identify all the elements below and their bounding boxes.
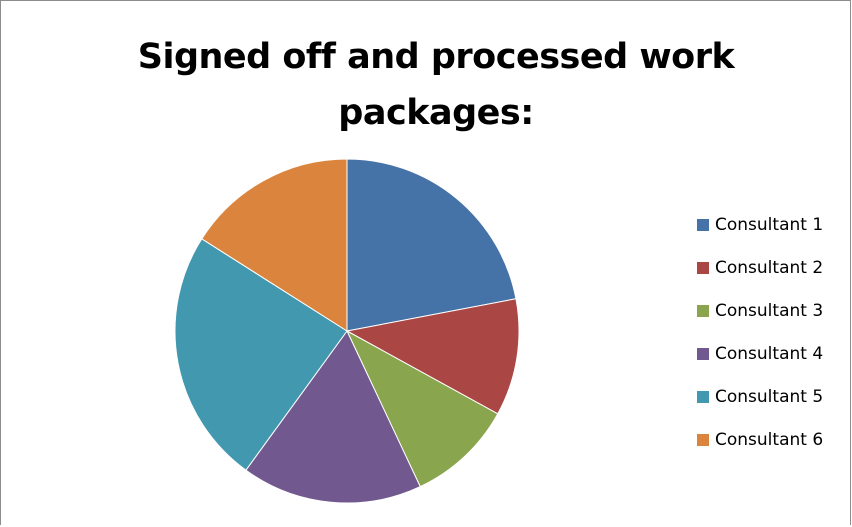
legend-swatch: [697, 348, 709, 360]
legend-item-consultant-4: Consultant 4: [697, 340, 847, 368]
legend: Consultant 1 Consultant 2 Consultant 3 Cons…: [697, 211, 847, 469]
chart-title: Signed off and processed work packages:: [137, 37, 735, 133]
legend-label: Consultant 4: [715, 344, 824, 364]
legend-label: Consultant 2: [715, 258, 824, 278]
legend-label: Consultant 3: [715, 301, 824, 321]
pie-slice-consultant-2: [345, 298, 520, 415]
legend-swatch: [697, 391, 709, 403]
pie-slice-consultant-1: [346, 158, 517, 332]
pie-slice-consultant-5: [174, 238, 348, 471]
legend-label: Consultant 5: [715, 387, 824, 407]
legend-item-consultant-2: Consultant 2: [697, 254, 847, 282]
legend-item-consultant-5: Consultant 5: [697, 383, 847, 411]
legend-swatch: [697, 262, 709, 274]
legend-item-consultant-6: Consultant 6: [697, 426, 847, 454]
legend-item-consultant-3: Consultant 3: [697, 297, 847, 325]
pie-slice-consultant-4: [245, 330, 421, 504]
legend-swatch: [697, 219, 709, 231]
legend-label: Consultant 6: [715, 430, 824, 450]
pie-slice-consultant-3: [345, 329, 499, 488]
pie-slice-consultant-6: [201, 158, 348, 332]
legend-swatch: [697, 305, 709, 317]
legend-swatch: [697, 434, 709, 446]
legend-item-consultant-1: Consultant 1: [697, 211, 847, 239]
legend-label: Consultant 1: [715, 215, 824, 235]
